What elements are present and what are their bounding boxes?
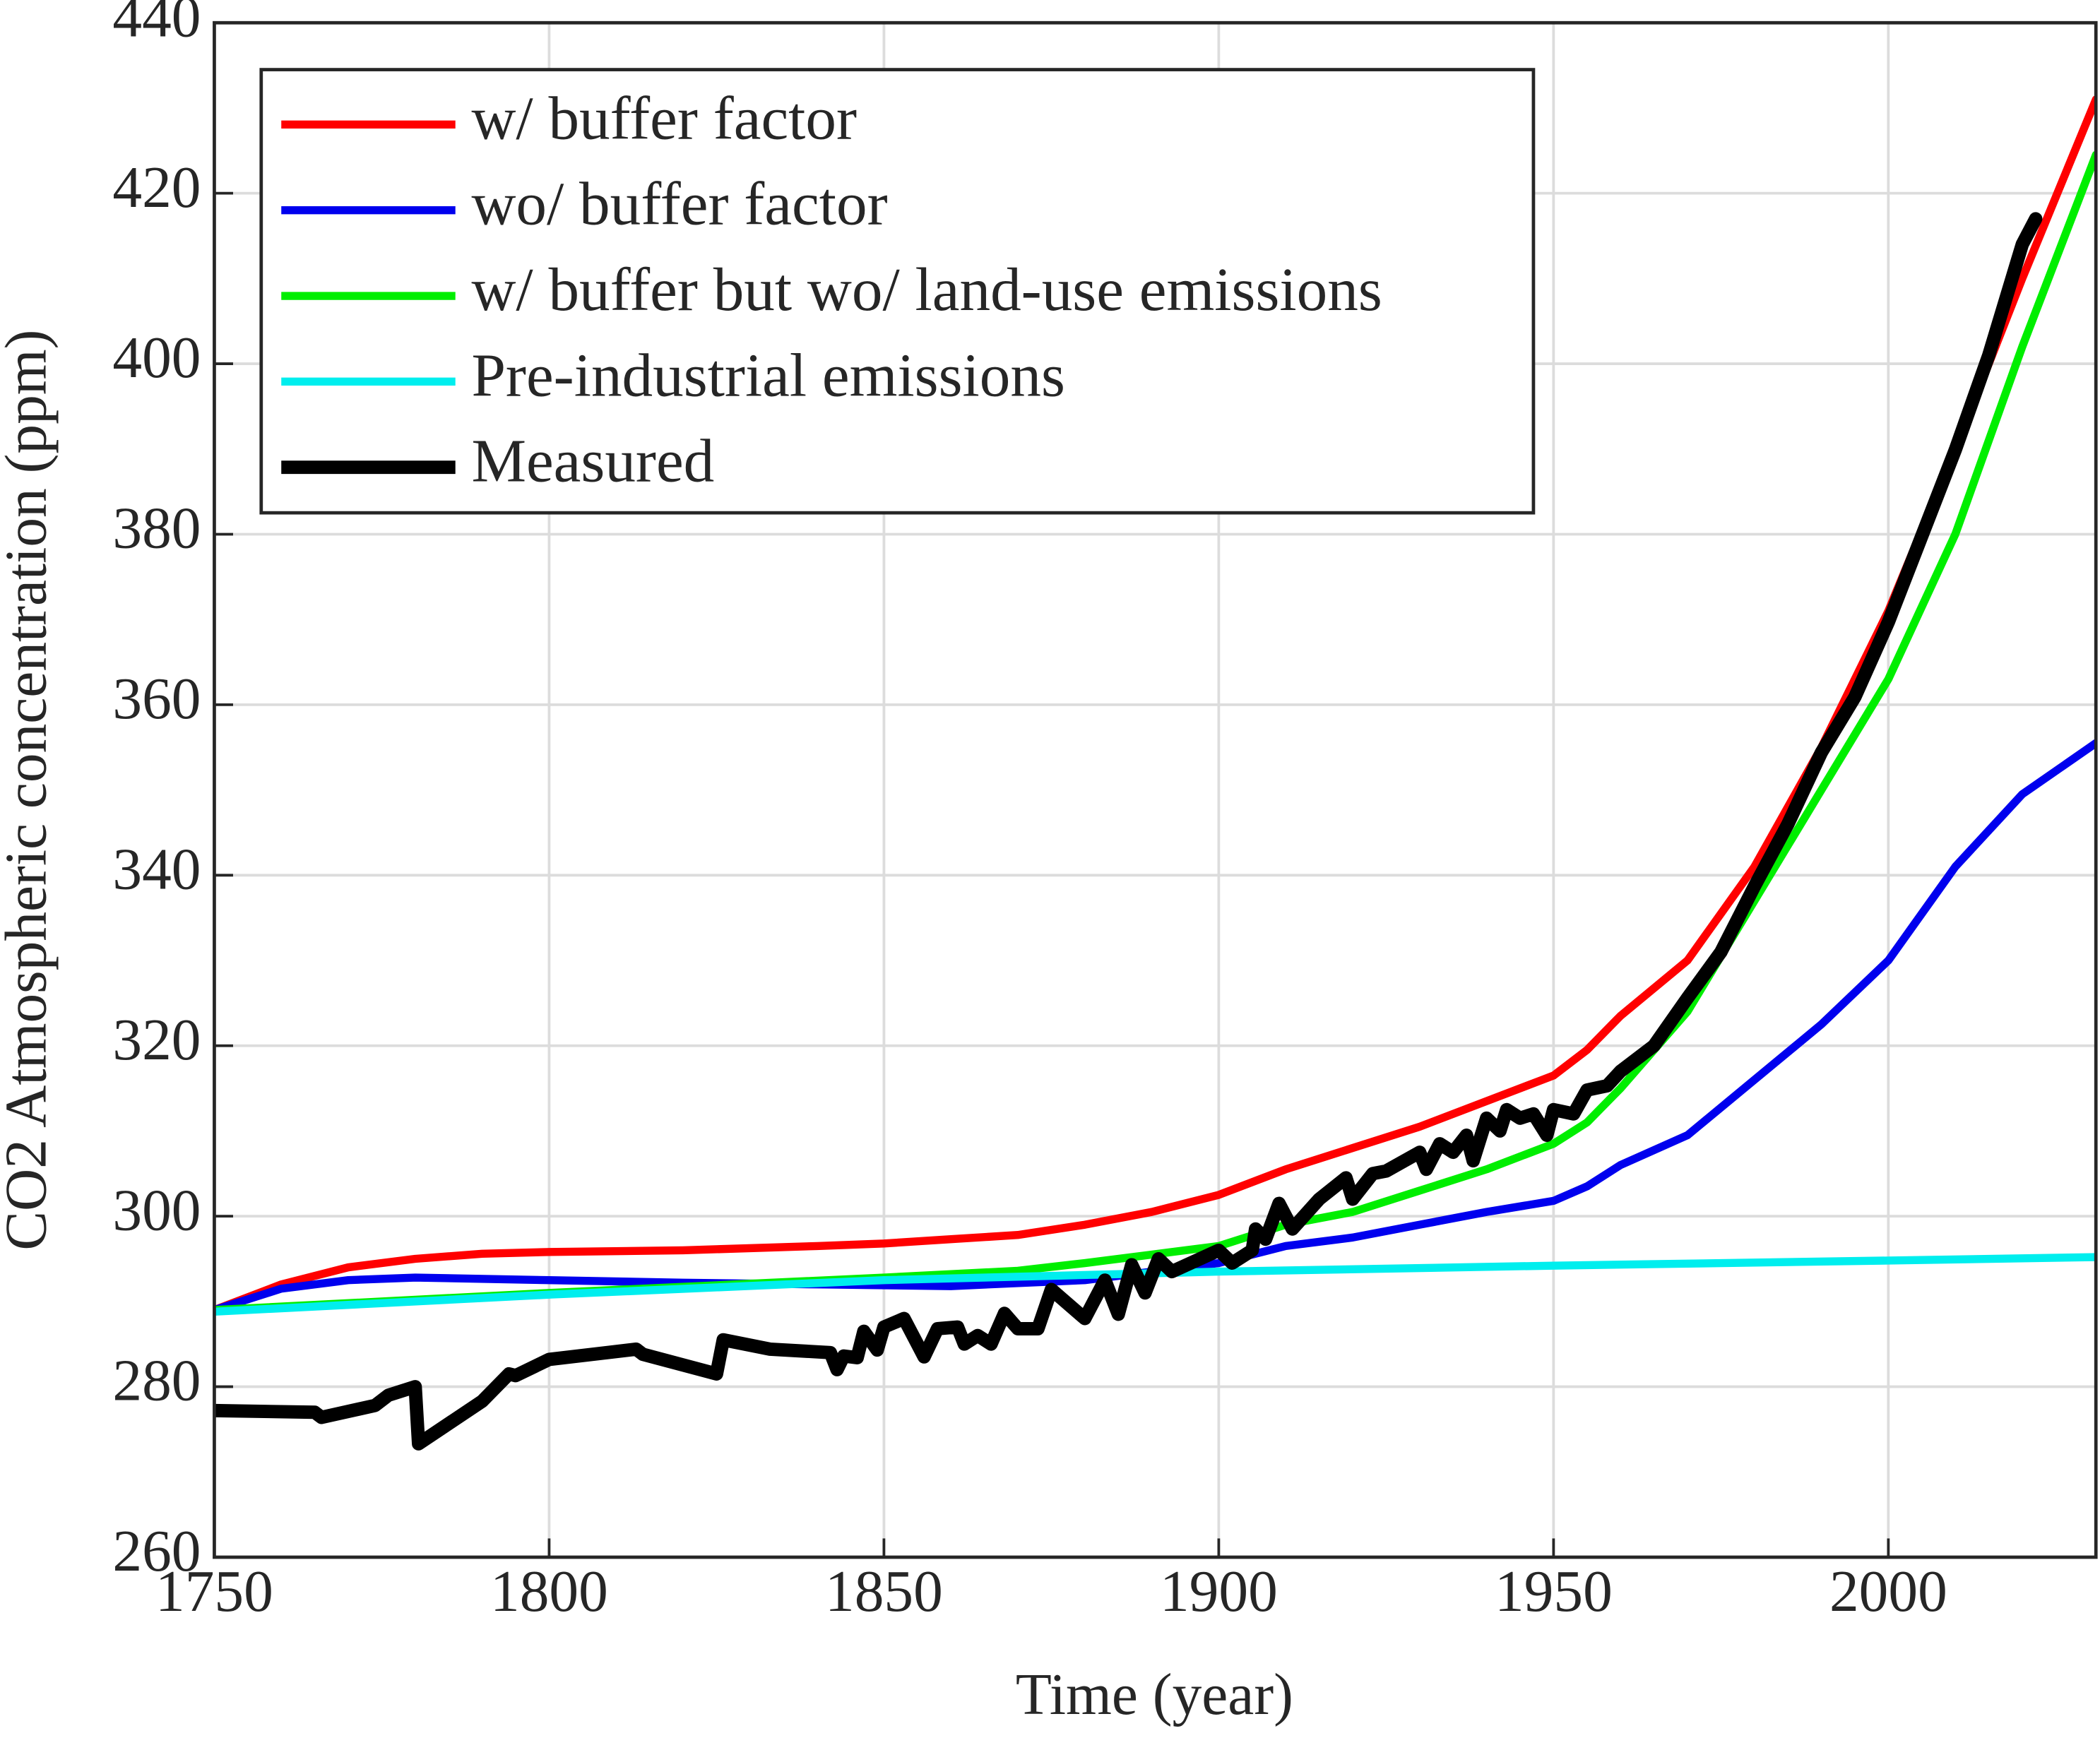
y-tick-label: 300 bbox=[112, 1178, 201, 1243]
y-tick-label: 260 bbox=[112, 1519, 201, 1584]
series-line bbox=[214, 150, 2096, 1314]
legend-label: w/ buffer but wo/ land-use emissions bbox=[471, 255, 1382, 323]
lines bbox=[214, 95, 2096, 1451]
series-line bbox=[214, 212, 2043, 1451]
series-line bbox=[214, 1253, 2096, 1316]
y-tick-label: 360 bbox=[112, 667, 201, 732]
y-axis-label: CO2 Atmospheric concentration (ppm) bbox=[0, 330, 59, 1251]
y-tick-label: 340 bbox=[112, 837, 201, 902]
y-tick-label: 380 bbox=[112, 496, 201, 561]
legend-box bbox=[259, 68, 1536, 515]
legend-label: w/ buffer factor bbox=[471, 83, 857, 152]
x-tick-label: 1950 bbox=[1495, 1559, 1613, 1624]
series-line bbox=[214, 739, 2096, 1314]
x-tick-label: 1750 bbox=[155, 1559, 273, 1624]
y-tick-label: 400 bbox=[112, 326, 201, 391]
x-tick-label: 2000 bbox=[1829, 1559, 1947, 1624]
x-tick-label: 1900 bbox=[1160, 1559, 1278, 1624]
y-tick-label: 420 bbox=[112, 155, 201, 220]
series-line bbox=[214, 95, 2096, 1314]
y-tick-label: 280 bbox=[112, 1349, 201, 1414]
x-tick-label: 1800 bbox=[490, 1559, 608, 1624]
legend-label: Measured bbox=[471, 427, 714, 495]
legend-label: wo/ buffer factor bbox=[471, 169, 887, 238]
legend-label: Pre-industrial emissions bbox=[471, 340, 1064, 409]
axes-box bbox=[213, 20, 2098, 1559]
y-tick-label: 440 bbox=[112, 0, 201, 49]
x-axis-label: Time (year) bbox=[1016, 1662, 1293, 1727]
x-tick-label: 1850 bbox=[825, 1559, 943, 1624]
y-tick-label: 320 bbox=[112, 1008, 201, 1073]
